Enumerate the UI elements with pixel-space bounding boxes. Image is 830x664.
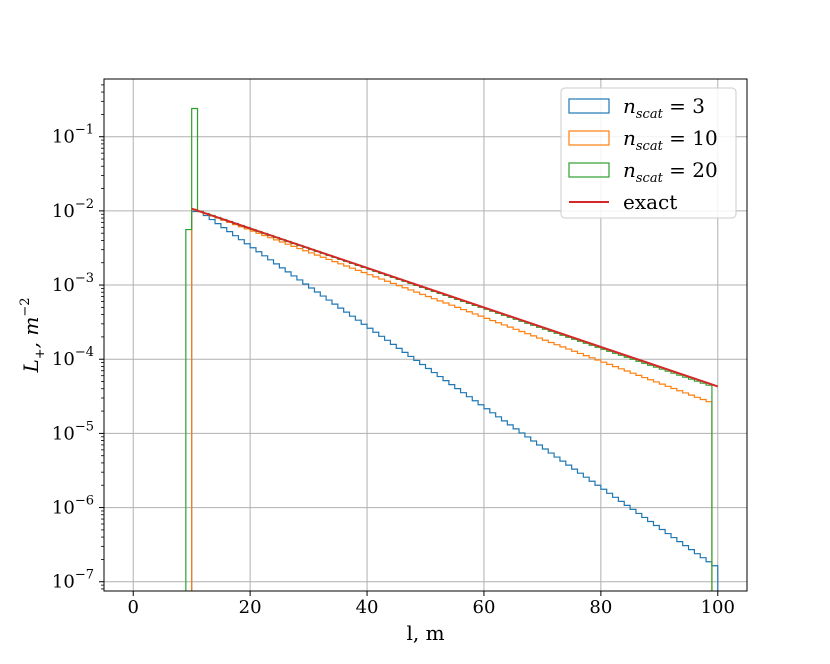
ticks: 0 20 40 60 80 100 10−7 10−6 10−5 10−4 10−3 10−2 10−1 bbox=[52, 84, 735, 618]
y-tick-label: 10−7 bbox=[52, 568, 94, 593]
x-tick-label: 40 bbox=[356, 597, 379, 618]
y-axis-label: L+, m−2 bbox=[18, 297, 48, 373]
legend: nscat = 3 nscat = 10 nscat = 20 exact bbox=[560, 87, 737, 219]
legend-label: exact bbox=[623, 190, 677, 214]
x-tick-label: 20 bbox=[239, 597, 262, 618]
legend-label: nscat = 10 bbox=[623, 126, 718, 154]
x-tick-label: 80 bbox=[589, 597, 612, 618]
y-tick-label: 10−2 bbox=[52, 197, 94, 222]
series-n-scat-3-hist bbox=[191, 210, 719, 591]
x-tick-label: 60 bbox=[473, 597, 496, 618]
series-n-scat-10-hist bbox=[191, 208, 713, 591]
y-tick-label: 10−6 bbox=[52, 494, 94, 519]
y-axis-label-sub: + bbox=[33, 348, 48, 359]
y-tick-label: 10−3 bbox=[52, 271, 94, 296]
series-layer bbox=[185, 107, 719, 591]
y-tick-label: 10−5 bbox=[52, 419, 94, 444]
legend-swatch bbox=[568, 130, 610, 146]
x-axis-label: l, m bbox=[406, 621, 444, 645]
plot-frame bbox=[103, 78, 748, 592]
legend-label: nscat = 3 bbox=[623, 94, 705, 122]
x-tick-label: 0 bbox=[128, 597, 139, 618]
legend-swatch bbox=[568, 98, 610, 114]
y-tick-label: 10−1 bbox=[52, 123, 94, 148]
legend-box bbox=[560, 87, 737, 219]
legend-swatch bbox=[568, 162, 610, 178]
y-tick-label: 10−4 bbox=[52, 345, 94, 370]
y-axis-label-rest: , m bbox=[19, 317, 43, 349]
y-axis-label-main: L bbox=[19, 359, 43, 373]
y-axis-label-sup: −2 bbox=[18, 297, 33, 316]
series-exact-line bbox=[191, 207, 719, 388]
x-tick-label: 100 bbox=[701, 597, 735, 618]
legend-label: nscat = 20 bbox=[623, 158, 718, 186]
